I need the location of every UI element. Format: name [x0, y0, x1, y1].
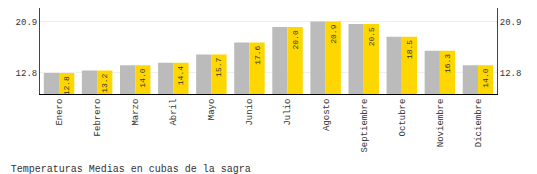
svg-text:14.0: 14.0: [481, 68, 490, 87]
svg-text:12.8: 12.8: [16, 69, 38, 79]
svg-text:Enero: Enero: [55, 99, 65, 126]
svg-text:12.8: 12.8: [500, 69, 522, 79]
svg-text:Junio: Junio: [245, 99, 255, 126]
svg-text:20.5: 20.5: [367, 27, 376, 46]
svg-text:14.0: 14.0: [138, 68, 147, 87]
svg-text:18.5: 18.5: [405, 40, 414, 59]
svg-text:20.9: 20.9: [500, 18, 522, 28]
svg-text:Marzo: Marzo: [131, 99, 141, 126]
svg-text:17.6: 17.6: [253, 45, 262, 64]
svg-text:Octubre: Octubre: [398, 99, 408, 137]
svg-text:20.9: 20.9: [329, 24, 338, 43]
svg-text:Diciembre: Diciembre: [474, 99, 484, 148]
svg-text:20.0: 20.0: [291, 30, 300, 49]
svg-text:20.9: 20.9: [16, 18, 38, 28]
svg-text:15.7: 15.7: [214, 58, 223, 77]
svg-text:13.2: 13.2: [100, 73, 109, 92]
svg-text:Septiembre: Septiembre: [360, 99, 370, 153]
svg-text:14.4: 14.4: [176, 66, 185, 85]
svg-text:Agosto: Agosto: [322, 99, 332, 131]
svg-text:Mayo: Mayo: [207, 99, 217, 121]
svg-text:16.3: 16.3: [443, 54, 452, 73]
svg-text:Febrero: Febrero: [93, 99, 103, 137]
svg-text:Temperaturas Medias en cubas d: Temperaturas Medias en cubas de la sagra: [11, 164, 251, 174]
svg-text:12.8: 12.8: [62, 76, 71, 94]
svg-text:Julio: Julio: [283, 99, 293, 126]
svg-text:Abril: Abril: [169, 99, 179, 126]
svg-text:Noviembre: Noviembre: [436, 99, 446, 148]
